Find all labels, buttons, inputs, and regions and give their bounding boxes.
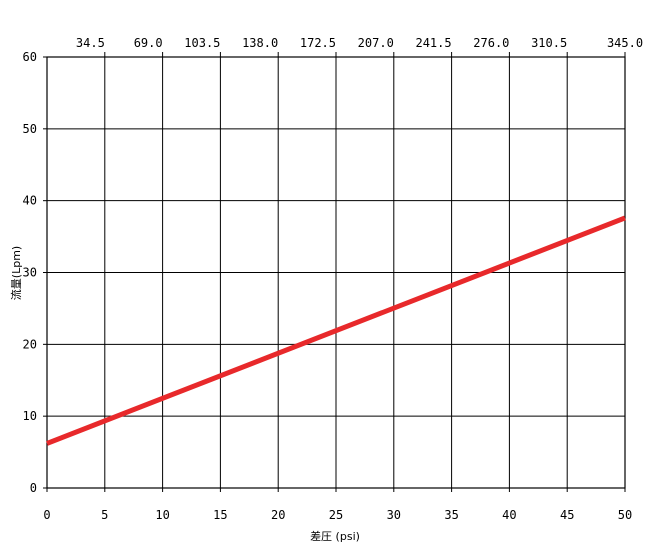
top-tick-label: 172.5 <box>300 36 336 50</box>
y-tick-label: 0 <box>30 481 37 495</box>
y-tick-label: 40 <box>23 194 37 208</box>
top-tick-label: 310.5 <box>531 36 567 50</box>
top-tick-label: 34.5 <box>76 36 105 50</box>
top-tick-label: 69.0 <box>134 36 163 50</box>
x-tick-label: 25 <box>329 508 343 522</box>
y-tick-label: 60 <box>23 50 37 64</box>
top-tick-label: 207.0 <box>358 36 394 50</box>
x-tick-label: 15 <box>213 508 227 522</box>
x-tick-label: 10 <box>155 508 169 522</box>
x-tick-label: 35 <box>444 508 458 522</box>
x-axis-title: 差圧 (psi) <box>310 529 360 543</box>
top-tick-label: 138.0 <box>242 36 278 50</box>
x-tick-label: 0 <box>43 508 50 522</box>
top-tick-labels: 34.5 69.0 103.5 138.0 172.5 207.0 241.5 276.0 31… <box>76 36 643 50</box>
x-tick-label: 40 <box>502 508 516 522</box>
x-tick-label: 30 <box>387 508 401 522</box>
plot-border <box>46 56 626 489</box>
y-tick-label: 50 <box>23 122 37 136</box>
plot-frame <box>46 56 626 489</box>
series-layer <box>46 215 626 446</box>
y-tick-labels: 0 10 20 30 40 50 60 <box>23 50 37 495</box>
x-tick-labels: 0 5 10 15 20 25 30 35 40 45 50 <box>43 508 632 522</box>
y-tick-label: 10 <box>23 409 37 423</box>
top-tick-label: 276.0 <box>473 36 509 50</box>
x-tick-label: 45 <box>560 508 574 522</box>
x-tick-label: 20 <box>271 508 285 522</box>
top-tick-label: 345.0 <box>607 36 643 50</box>
y-axis-title: 流量(Lpm) <box>9 246 23 300</box>
grid <box>43 52 626 492</box>
x-tick-label: 5 <box>101 508 108 522</box>
series-line <box>46 215 626 446</box>
top-tick-label: 103.5 <box>184 36 220 50</box>
y-tick-label: 30 <box>23 266 37 280</box>
x-tick-label: 50 <box>618 508 632 522</box>
top-tick-label: 241.5 <box>415 36 451 50</box>
y-tick-label: 20 <box>23 337 37 351</box>
